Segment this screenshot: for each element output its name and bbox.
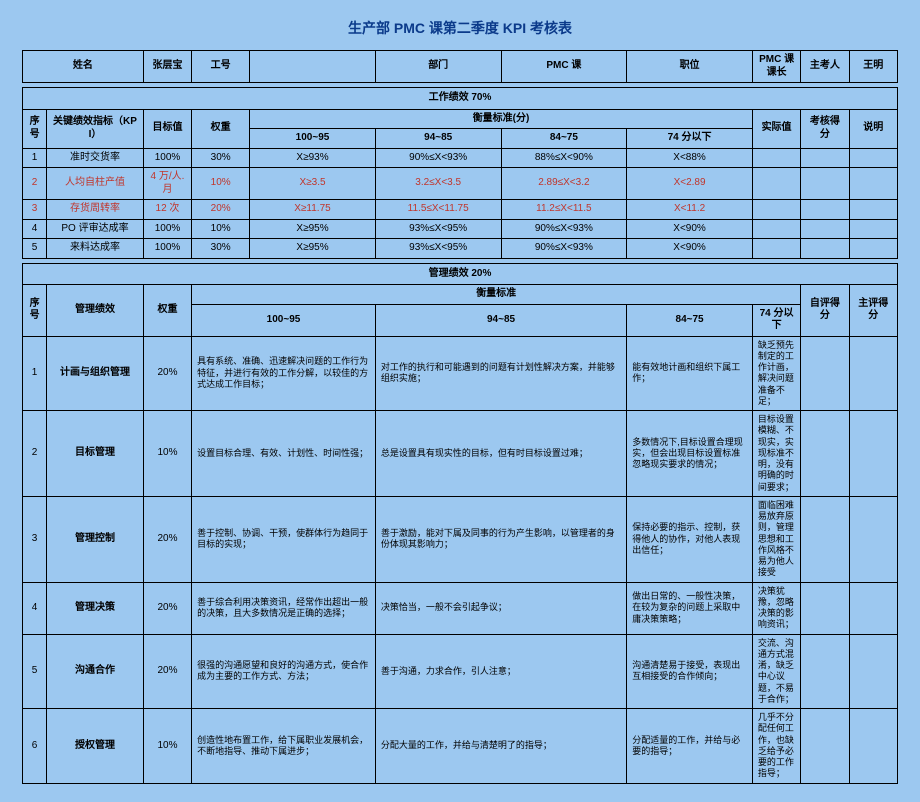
table-row: 5沟通合作20%很强的沟通愿望和良好的沟通方式，使合作成为主要的工作方式、方法；… xyxy=(23,634,898,709)
col2-l2: 94~85 xyxy=(375,304,626,336)
pos-value: PMC 课课长 xyxy=(752,51,800,83)
col2-standard: 衡量标准 xyxy=(192,285,801,305)
col-score: 考核得分 xyxy=(801,109,849,148)
col2-kpi: 管理绩效 xyxy=(47,285,144,337)
header-row: 姓名 张层宝 工号 部门 PMC 课 职位 PMC 课课长 主考人 王明 xyxy=(23,51,898,83)
col2-weight: 权重 xyxy=(143,285,191,337)
col2-l1: 100~95 xyxy=(192,304,376,336)
table-row: 5来料达成率100%30%X≥95%93%≤X<95%90%≤X<93%X<90… xyxy=(23,239,898,259)
col-weight: 权重 xyxy=(192,109,250,148)
name-value: 张层宝 xyxy=(143,51,191,83)
section2-title: 管理绩效 20% xyxy=(23,263,898,285)
id-value xyxy=(250,51,376,83)
col-index: 序号 xyxy=(23,109,47,148)
name-label: 姓名 xyxy=(23,51,144,83)
examiner-value: 王明 xyxy=(849,51,897,83)
table-row: 1计画与组织管理20%具有系统、准确、迅速解决问题的工作行为特征，并进行有效的工… xyxy=(23,336,898,411)
col-l4: 74 分以下 xyxy=(627,129,753,149)
table-row: 6授权管理10%创造性地布置工作，给下属职业发展机会，不断地指导、推动下属进步；… xyxy=(23,709,898,784)
dept-label: 部门 xyxy=(375,51,501,83)
col-standard: 衡量标准(分) xyxy=(250,109,753,129)
col2-index: 序号 xyxy=(23,285,47,337)
col2-self: 自评得分 xyxy=(801,285,849,337)
col-l2: 94~85 xyxy=(375,129,501,149)
col-kpi: 关键绩效指标（KPI） xyxy=(47,109,144,148)
col-l3: 84~75 xyxy=(501,129,627,149)
kpi-table: 姓名 张层宝 工号 部门 PMC 课 职位 PMC 课课长 主考人 王明 工作绩… xyxy=(22,50,898,784)
examiner-label: 主考人 xyxy=(801,51,849,83)
col-actual: 实际值 xyxy=(752,109,800,148)
col-target: 目标值 xyxy=(143,109,191,148)
table-row: 2目标管理10%设置目标合理、有效、计划性、时间性强；总是设置具有现实性的目标，… xyxy=(23,411,898,497)
table-row: 1准时交货率100%30%X≥93%90%≤X<93%88%≤X<90%X<88… xyxy=(23,148,898,168)
page-title: 生产部 PMC 课第二季度 KPI 考核表 xyxy=(22,18,898,38)
col2-l3: 84~75 xyxy=(627,304,753,336)
dept-value: PMC 课 xyxy=(501,51,627,83)
col2-l4: 74 分以下 xyxy=(752,304,800,336)
table-row: 4管理决策20%善于综合利用决策资讯，经常作出超出一般的决策，且大多数情况是正确… xyxy=(23,582,898,634)
table-row: 2人均自柱产值4 万/人. 月10%X≥3.53.2≤X<3.52.89≤X<3… xyxy=(23,168,898,200)
section1-title: 工作绩效 70% xyxy=(23,88,898,110)
col-note: 说明 xyxy=(849,109,897,148)
table-row: 3管理控制20%善于控制、协调、干预，使群体行为趋同于目标的实现；善于激励，能对… xyxy=(23,496,898,582)
col-l1: 100~95 xyxy=(250,129,376,149)
pos-label: 职位 xyxy=(627,51,753,83)
table-row: 4PO 评审达成率100%10%X≥95%93%≤X<95%90%≤X<93%X… xyxy=(23,219,898,239)
col2-mgr: 主评得分 xyxy=(849,285,897,337)
table-row: 3存货周转率12 次20%X≥11.7511.5≤X<11.7511.2≤X<1… xyxy=(23,200,898,220)
id-label: 工号 xyxy=(192,51,250,83)
